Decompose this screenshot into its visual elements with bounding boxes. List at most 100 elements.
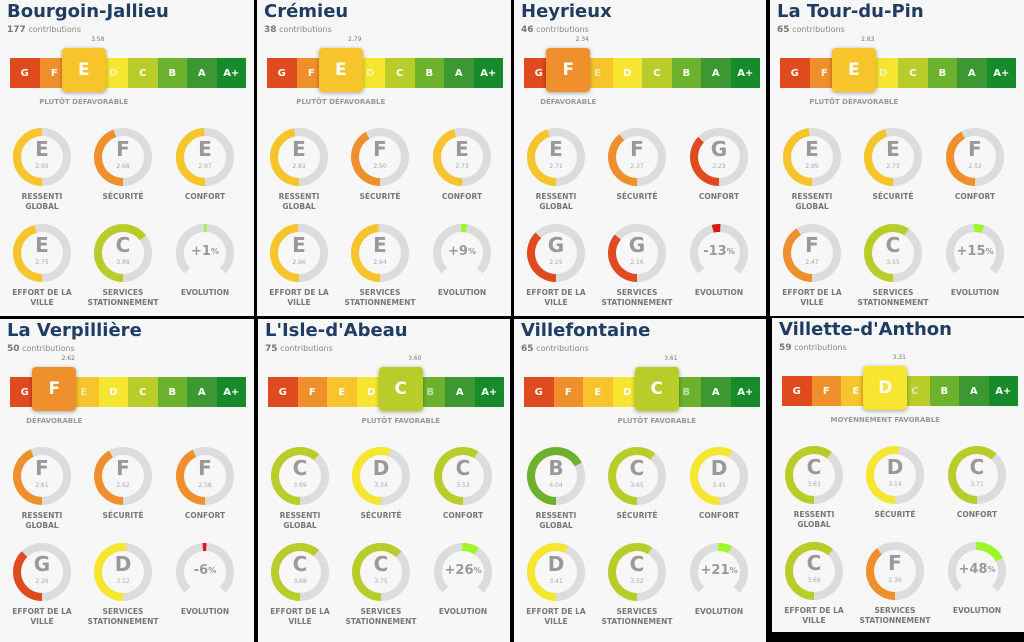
city-name[interactable]: La Tour-du-Pin — [777, 1, 924, 22]
gauge-effort[interactable]: G 2.25 EFFORT DE LA VILLE — [516, 222, 596, 308]
scale-segment-aplus: A+ — [473, 58, 503, 88]
city-card: Villefontaine 65 contributions G F E D B A A+ C 3.… — [514, 319, 766, 642]
gauge-confort[interactable]: F 2.52 CONFORT — [935, 126, 1015, 202]
gauge-effort[interactable]: F 2.47 EFFORT DE LA VILLE — [772, 222, 852, 308]
gauge-label-line: VILLE — [287, 298, 311, 307]
gauge-securite[interactable]: E 2.73 SÉCURITÉ — [853, 126, 933, 202]
gauge-evolution[interactable]: +1% EVOLUTION — [165, 222, 245, 298]
gauge-effort[interactable]: C 3.69 EFFORT DE LA VILLE — [774, 540, 854, 626]
gauge-grade: G — [628, 233, 646, 257]
gauge-label: EVOLUTION — [423, 607, 503, 617]
gauge-ressenti[interactable]: F 2.61 RESSENTI GLOBAL — [2, 445, 82, 531]
scale-segment-a: A — [701, 377, 731, 407]
gauge-grade: C — [806, 551, 822, 575]
gauge-grade: F — [35, 456, 49, 480]
scale-segment-g: G — [267, 58, 297, 88]
city-card: L'Isle-d'Abeau 75 contributions G F E D B A A+ C 3… — [258, 319, 510, 642]
gauge-fill — [434, 447, 479, 505]
gauge-securite[interactable]: D 3.14 SÉCURITÉ — [855, 444, 935, 520]
gauge-ressenti[interactable]: E 2.83 RESSENTI GLOBAL — [259, 126, 339, 212]
gauge-confort[interactable]: E 2.73 CONFORT — [422, 126, 502, 202]
gauge-label-line: GLOBAL — [25, 521, 59, 530]
gauge-label: EVOLUTION — [937, 606, 1017, 616]
gauge-label-line: RESSENTI — [793, 510, 835, 519]
gauge-label-line: EVOLUTION — [952, 606, 1002, 615]
gauge-services[interactable]: D 3.12 SERVICES STATIONNEMENT — [83, 541, 163, 627]
gauge-securite[interactable]: F 2.37 SÉCURITÉ — [597, 126, 677, 202]
gauge-securite[interactable]: F 2.52 SÉCURITÉ — [83, 445, 163, 521]
gauge-evolution[interactable]: +9% EVOLUTION — [422, 222, 502, 298]
gauge-label-line: VILLE — [544, 617, 568, 626]
gauge-label-line: STATIONNEMENT — [87, 617, 159, 626]
gauge-label-line: EFFORT DE LA — [12, 607, 72, 616]
gauge-label-line: GLOBAL — [795, 202, 829, 211]
gauge-effort[interactable]: E 2.75 EFFORT DE LA VILLE — [2, 222, 82, 308]
gauge-securite[interactable]: D 3.34 SÉCURITÉ — [341, 445, 421, 521]
gauge-securite[interactable]: F 2.68 SÉCURITÉ — [83, 126, 163, 202]
gauge-grade: C — [455, 456, 471, 480]
gauge-fill — [690, 136, 720, 186]
gauge-services[interactable]: C 3.88 SERVICES STATIONNEMENT — [83, 222, 163, 308]
gauge-fill — [94, 543, 127, 601]
gauge-effort[interactable]: D 3.41 EFFORT DE LA VILLE — [516, 541, 596, 627]
city-name[interactable]: La Verpillière — [7, 320, 142, 341]
gauge-effort[interactable]: E 2.96 EFFORT DE LA VILLE — [259, 222, 339, 308]
gauge-value: 2.52 — [968, 163, 982, 170]
gauge-ring — [94, 447, 152, 505]
gauge-evolution[interactable]: +21% EVOLUTION — [679, 541, 759, 617]
gauge-effort[interactable]: G 2.26 EFFORT DE LA VILLE — [2, 541, 82, 627]
contributions-number: 75 — [265, 344, 278, 354]
gauge-confort[interactable]: C 3.53 CONFORT — [423, 445, 503, 521]
gauge-evolution[interactable]: -6% EVOLUTION — [165, 541, 245, 617]
gauge-ressenti[interactable]: B 4.04 RESSENTI GLOBAL — [516, 445, 596, 531]
gauge-ressenti[interactable]: E 2.89 RESSENTI GLOBAL — [772, 126, 852, 212]
gauge-securite[interactable]: F 2.50 SÉCURITÉ — [340, 126, 420, 202]
gauge-services[interactable]: F 2.36 SERVICES STATIONNEMENT — [855, 540, 935, 626]
city-name[interactable]: Villette-d'Anthon — [779, 319, 952, 340]
gauge-fill — [176, 449, 206, 505]
gauge-confort[interactable]: F 2.58 CONFORT — [165, 445, 245, 521]
gauge-effort[interactable]: C 3.68 EFFORT DE LA VILLE — [260, 541, 340, 627]
city-name[interactable]: L'Isle-d'Abeau — [265, 320, 408, 341]
gauge-services[interactable]: C 3.52 SERVICES STATIONNEMENT — [597, 541, 677, 627]
gauge-confort[interactable]: G 2.23 CONFORT — [679, 126, 759, 202]
gauge-ressenti[interactable]: C 3.63 RESSENTI GLOBAL — [774, 444, 854, 530]
gauge-label-line: SÉCURITÉ — [359, 192, 401, 201]
gauge-grade: F — [116, 137, 130, 161]
gauge-label: CONFORT — [165, 511, 245, 521]
rating-score: 3.58 — [91, 36, 105, 43]
gauge-evolution[interactable]: -13% EVOLUTION — [679, 222, 759, 298]
rating-label: PLUTÔT FAVORABLE — [361, 417, 441, 425]
gauge-ring — [433, 128, 491, 186]
gauge-value: 3.69 — [807, 577, 821, 584]
gauge-label: RESSENTI GLOBAL — [516, 192, 596, 212]
gauge-services[interactable]: C 3.75 SERVICES STATIONNEMENT — [341, 541, 421, 627]
gauge-fill — [271, 447, 320, 505]
gauge-label-line: SERVICES — [359, 288, 401, 297]
gauge-evolution[interactable]: +15% EVOLUTION — [935, 222, 1015, 298]
gauge-evolution[interactable]: +48% EVOLUTION — [937, 540, 1017, 616]
gauge-ring — [351, 224, 409, 282]
gauge-evolution[interactable]: +26% EVOLUTION — [423, 541, 503, 617]
city-name[interactable]: Villefontaine — [521, 320, 651, 341]
gauge-ressenti[interactable]: C 3.69 RESSENTI GLOBAL — [260, 445, 340, 531]
city-card: Heyrieux 46 contributions G E D C B A A+ F 2.34 DÉF… — [514, 0, 766, 316]
gauge-ressenti[interactable]: E 2.99 RESSENTI GLOBAL — [2, 126, 82, 212]
gauge-ressenti[interactable]: E 2.71 RESSENTI GLOBAL — [516, 126, 596, 212]
city-name[interactable]: Heyrieux — [521, 1, 612, 22]
city-card: La Tour-du-Pin 65 contributions G F D C B A A+ E 2… — [770, 0, 1024, 316]
gauge-confort[interactable]: E 2.97 CONFORT — [165, 126, 245, 202]
gauge-securite[interactable]: C 3.65 SÉCURITÉ — [597, 445, 677, 521]
city-name[interactable]: Crémieu — [264, 1, 349, 22]
gauge-confort[interactable]: D 3.45 CONFORT — [679, 445, 759, 521]
city-card: Crémieu 38 contributions G F D C B A A+ E 2.79 PLUT… — [257, 0, 511, 316]
gauge-value: 2.68 — [116, 163, 130, 170]
city-name[interactable]: Bourgoin-Jallieu — [7, 1, 169, 22]
gauge-label: SERVICES STATIONNEMENT — [341, 607, 421, 627]
gauge-services[interactable]: E 2.94 SERVICES STATIONNEMENT — [340, 222, 420, 308]
scale-segment-f: F — [297, 377, 327, 407]
gauge-ring — [271, 447, 329, 505]
gauge-confort[interactable]: C 3.71 CONFORT — [937, 444, 1017, 520]
gauge-services[interactable]: G 2.16 SERVICES STATIONNEMENT — [597, 222, 677, 308]
gauge-services[interactable]: C 3.55 SERVICES STATIONNEMENT — [853, 222, 933, 308]
